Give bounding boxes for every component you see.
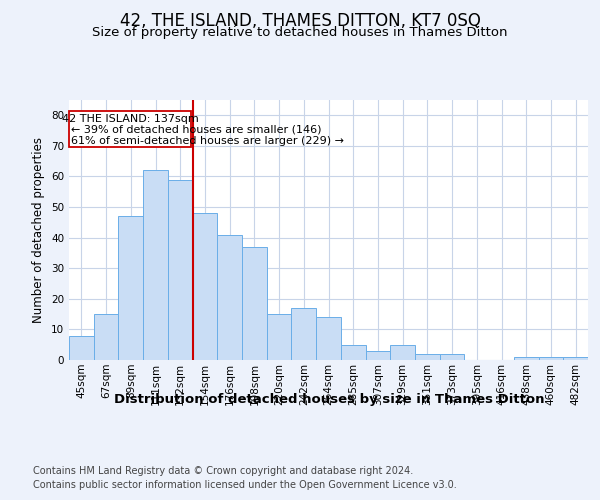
Text: ← 39% of detached houses are smaller (146): ← 39% of detached houses are smaller (14… <box>71 125 322 135</box>
Bar <box>539 357 563 360</box>
Text: Distribution of detached houses by size in Thames Ditton: Distribution of detached houses by size … <box>113 392 544 406</box>
Bar <box>415 354 440 360</box>
Bar <box>292 308 316 360</box>
Bar <box>69 336 94 360</box>
Bar <box>390 344 415 360</box>
Bar <box>316 317 341 360</box>
Bar <box>514 357 539 360</box>
Text: Contains HM Land Registry data © Crown copyright and database right 2024.: Contains HM Land Registry data © Crown c… <box>33 466 413 476</box>
Text: 42, THE ISLAND, THAMES DITTON, KT7 0SQ: 42, THE ISLAND, THAMES DITTON, KT7 0SQ <box>119 12 481 30</box>
Bar <box>563 357 588 360</box>
FancyBboxPatch shape <box>69 110 191 148</box>
Bar <box>118 216 143 360</box>
Bar <box>168 180 193 360</box>
Text: Contains public sector information licensed under the Open Government Licence v3: Contains public sector information licen… <box>33 480 457 490</box>
Bar <box>341 344 365 360</box>
Bar <box>267 314 292 360</box>
Bar <box>143 170 168 360</box>
Bar <box>365 351 390 360</box>
Bar <box>193 213 217 360</box>
Text: 61% of semi-detached houses are larger (229) →: 61% of semi-detached houses are larger (… <box>71 136 344 146</box>
Bar <box>217 234 242 360</box>
Bar <box>94 314 118 360</box>
Text: 42 THE ISLAND: 137sqm: 42 THE ISLAND: 137sqm <box>62 114 199 124</box>
Text: Size of property relative to detached houses in Thames Ditton: Size of property relative to detached ho… <box>92 26 508 39</box>
Bar <box>440 354 464 360</box>
Bar <box>242 247 267 360</box>
Y-axis label: Number of detached properties: Number of detached properties <box>32 137 46 323</box>
